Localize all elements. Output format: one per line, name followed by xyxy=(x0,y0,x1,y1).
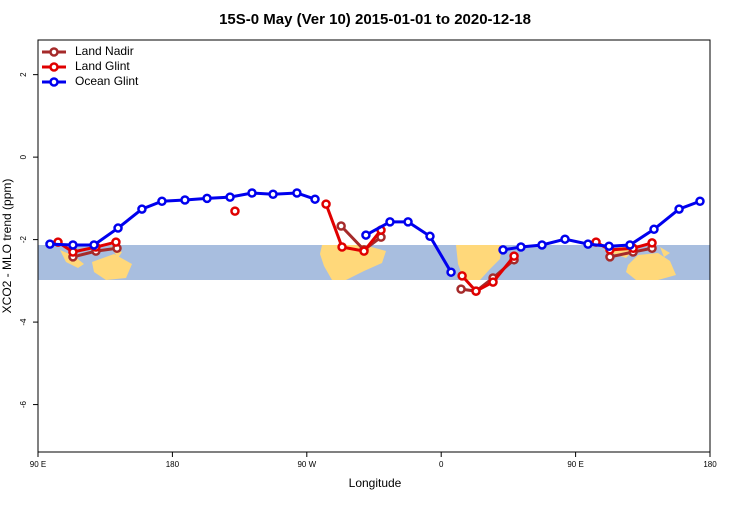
x-axis-label: Longitude xyxy=(349,476,402,490)
point xyxy=(337,242,347,252)
x-tick-label: 90 W xyxy=(297,460,316,469)
point xyxy=(180,195,190,205)
point xyxy=(113,223,123,233)
x-tick-label: 90 E xyxy=(567,460,583,469)
point xyxy=(425,231,435,242)
point xyxy=(336,221,346,231)
y-axis-label: XCO2 - MLO trend (ppm) xyxy=(0,179,14,314)
point xyxy=(649,224,659,235)
legend-marker xyxy=(49,77,59,87)
point xyxy=(647,238,657,248)
point xyxy=(247,188,257,198)
chart-title: 15S-0 May (Ver 10) 2015-01-01 to 2020-12… xyxy=(219,11,531,28)
point xyxy=(111,237,121,247)
point xyxy=(509,251,519,261)
point xyxy=(45,239,55,249)
point xyxy=(310,194,320,204)
point xyxy=(516,242,526,252)
point xyxy=(560,234,570,244)
point xyxy=(321,199,331,209)
point xyxy=(695,196,705,207)
plot-frame xyxy=(37,39,711,453)
point xyxy=(385,217,395,227)
map-strip xyxy=(38,245,710,280)
point xyxy=(456,284,466,294)
legend-label: Land Nadir xyxy=(75,44,134,58)
point xyxy=(471,286,481,296)
y-tick-label: -6 xyxy=(19,400,28,408)
point xyxy=(225,192,235,202)
point xyxy=(446,267,456,277)
point xyxy=(583,239,593,249)
x-tick-label: 0 xyxy=(439,460,444,469)
y-tick-label: 2 xyxy=(19,72,28,77)
point xyxy=(498,245,508,255)
legend-marker xyxy=(49,47,59,57)
point xyxy=(68,240,78,250)
land-africa xyxy=(456,245,502,280)
point xyxy=(268,189,278,199)
land-west xyxy=(60,246,132,280)
land-south-america xyxy=(320,245,386,280)
point xyxy=(403,217,413,227)
point xyxy=(292,188,302,198)
point xyxy=(361,230,371,240)
point xyxy=(137,204,147,214)
point xyxy=(359,246,369,256)
legend-label: Land Glint xyxy=(75,59,130,73)
legend-marker xyxy=(49,62,59,72)
x-tick-label: 180 xyxy=(703,460,717,469)
y-tick-label: 0 xyxy=(19,154,28,159)
point xyxy=(457,271,467,281)
point xyxy=(89,240,99,250)
y-tick-label: -2 xyxy=(19,236,28,244)
point xyxy=(202,193,212,204)
point xyxy=(157,196,167,207)
series-line xyxy=(57,203,653,294)
y-tick-label: -4 xyxy=(19,318,28,326)
x-tick-label: 180 xyxy=(166,460,180,469)
point xyxy=(537,240,547,250)
legend-label: Ocean Glint xyxy=(75,74,139,88)
point xyxy=(488,277,498,287)
x-tick-label: 90 E xyxy=(30,460,46,469)
point xyxy=(625,240,635,250)
point xyxy=(230,206,240,216)
point xyxy=(604,241,614,251)
point xyxy=(674,204,684,214)
